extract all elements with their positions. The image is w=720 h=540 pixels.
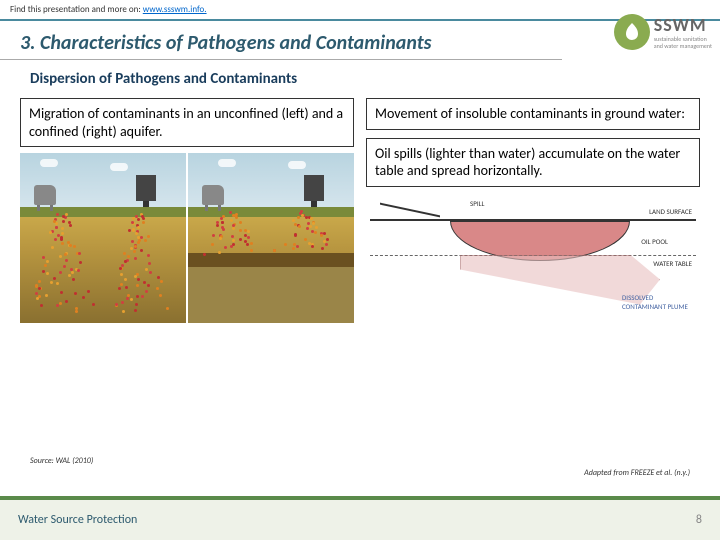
donkey-icon: [34, 185, 56, 205]
aquifer-diagram: [20, 153, 354, 323]
logo: SSWM sustainable sanitation and water ma…: [614, 14, 712, 50]
label-wt: WATER TABLE: [653, 259, 692, 268]
unconfined-aquifer: [20, 153, 186, 323]
right-column: Movement of insoluble contaminants in gr…: [366, 98, 700, 327]
header-prefix: Find this presentation and more on:: [10, 4, 143, 15]
logo-icon: [614, 14, 650, 50]
source-left: Source: WAL (2010): [0, 456, 93, 466]
label-plume: DISSOLVED CONTAMINANT PLUME: [622, 293, 692, 311]
tank-icon: [136, 175, 156, 201]
logo-sub2: and water management: [654, 43, 712, 50]
sub-title: Dispersion of Pathogens and Contaminants: [0, 60, 720, 98]
footer-title: Water Source Protection: [18, 513, 137, 527]
label-land: LAND SURFACE: [649, 207, 692, 216]
top-divider: [0, 19, 720, 21]
content-area: Migration of contaminants in an unconfin…: [0, 98, 720, 327]
logo-acronym: SSWM: [654, 14, 712, 36]
oil-spill-diagram: SPILL LAND SURFACE OIL POOL WATER TABLE …: [370, 197, 696, 327]
page-number: 8: [696, 513, 702, 527]
label-pool: OIL POOL: [641, 237, 668, 246]
source-right: Adapted from FREEZE et al. (n.y.): [584, 468, 690, 478]
left-caption-box: Migration of contaminants in an unconfin…: [20, 98, 354, 147]
tank-icon: [304, 175, 324, 201]
donkey-icon: [202, 185, 224, 205]
right-box-2: Oil spills (lighter than water) accumula…: [366, 138, 700, 187]
label-spill: SPILL: [470, 199, 484, 208]
confined-aquifer: [188, 153, 354, 323]
header-bar: Find this presentation and more on: www.…: [0, 0, 720, 17]
section-title: 3. Characteristics of Pathogens and Cont…: [0, 25, 562, 60]
left-column: Migration of contaminants in an unconfin…: [20, 98, 354, 327]
right-box-1: Movement of insoluble contaminants in gr…: [366, 98, 700, 130]
footer: Water Source Protection 8: [0, 496, 720, 540]
header-link[interactable]: www.ssswm.info.: [143, 4, 207, 15]
